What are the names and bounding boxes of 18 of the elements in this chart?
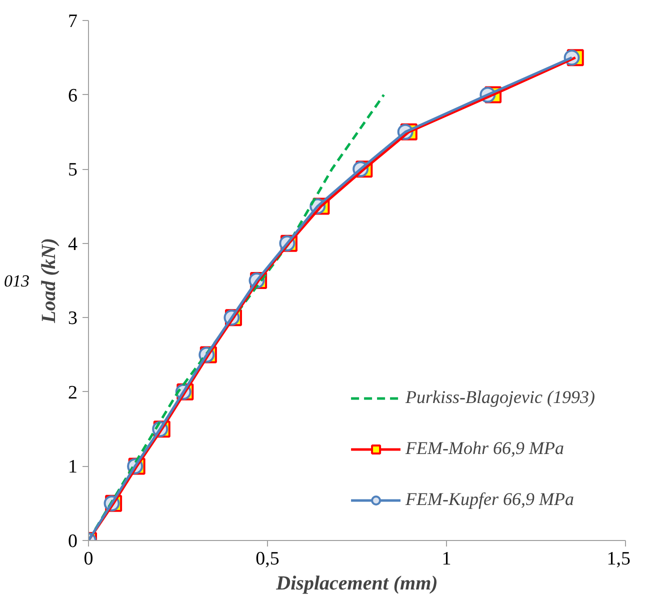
y-tick-label: 4 [68, 234, 78, 255]
x-tick-label: 1 [442, 548, 452, 570]
legend-label: FEM-Mohr 66,9 MPa [406, 438, 564, 459]
legend-label: Purkiss-Blagojevic (1993) [406, 387, 595, 408]
y-tick-label: 2 [68, 382, 78, 404]
x-tick-label: 0,5 [256, 548, 280, 570]
x-axis-title: Displacement (mm) [275, 572, 438, 594]
y-tick-label: 7 [68, 11, 78, 32]
y-tick-label: 6 [68, 85, 78, 106]
y-tick-label: 5 [68, 160, 78, 181]
x-tick-label: 0 [84, 548, 94, 570]
x-tick-label: 1,5 [606, 548, 630, 570]
y-tick-label: 3 [68, 308, 78, 330]
y-axis-title: Load (kN) [38, 238, 60, 324]
legend-label: FEM-Kupfer 66,9 MPa [406, 489, 574, 510]
y-tick-label: 0 [68, 531, 78, 552]
text: 013 [4, 272, 30, 290]
y-tick-label: 1 [68, 456, 78, 478]
